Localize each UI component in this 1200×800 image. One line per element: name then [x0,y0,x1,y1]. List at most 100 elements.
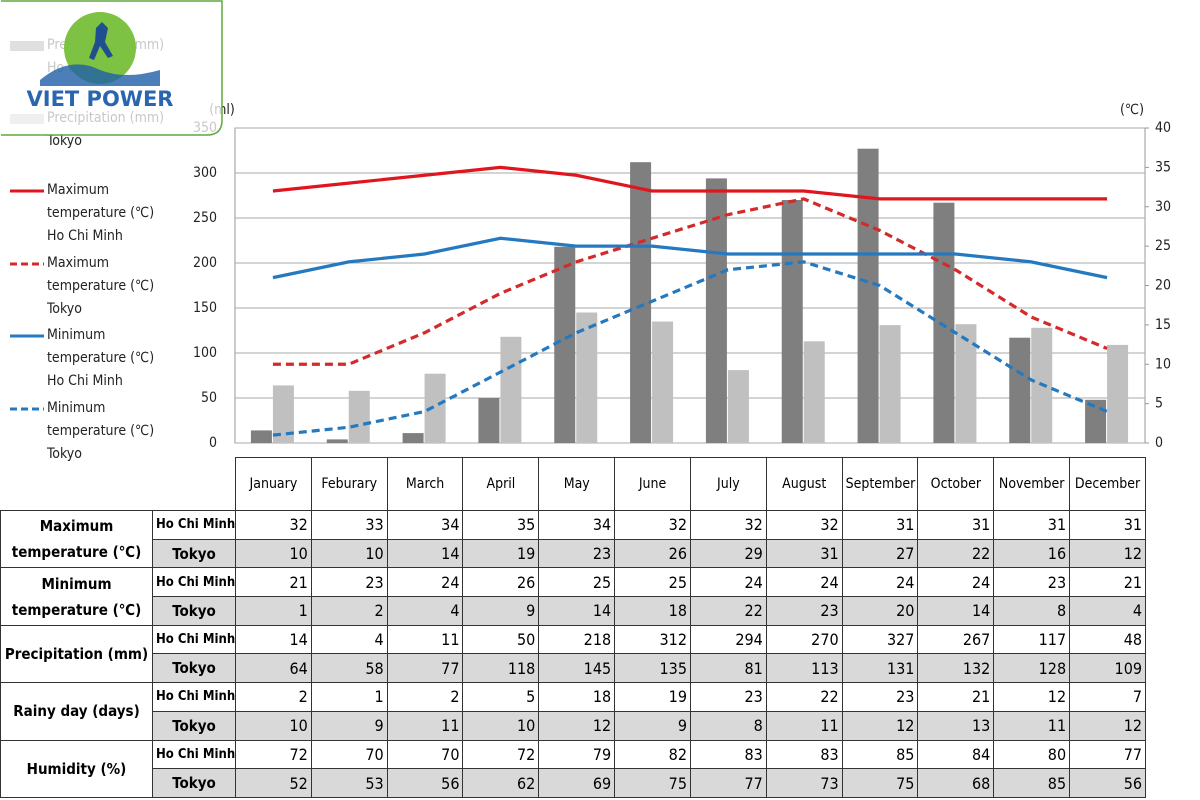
group-label: Maximum temperature (℃) [0,509,153,569]
value-cell: 218 [538,624,616,655]
value-cell: 10 [310,538,388,569]
y2-tick-label: 25 [1155,238,1171,254]
city-label: Ho Chi Minh [152,739,236,770]
bar [576,312,598,443]
y2-tick-label: 10 [1155,356,1171,372]
value-cell: 77 [689,768,767,798]
value-cell: 23 [993,567,1071,598]
logo: VIET POWER [1,0,223,136]
value-cell: 2 [235,682,312,712]
value-cell: 9 [614,710,691,741]
value-cell: 68 [917,768,995,798]
value-cell: 270 [765,624,843,655]
value-cell: 33 [310,510,388,540]
value-cell: 135 [614,653,691,684]
city-label: Tokyo [152,768,236,798]
legend-label: Maximum temperature (℃) Tokyo [47,254,155,317]
value-cell: 14 [386,538,464,569]
value-cell: 48 [1069,624,1146,655]
bar [500,336,522,443]
value-cell: 1 [310,682,388,712]
logo-figure [89,22,113,60]
value-cell: 10 [235,710,312,741]
value-cell: 56 [1069,768,1146,798]
value-cell: 50 [462,624,540,655]
value-cell: 23 [538,538,616,569]
value-cell: 26 [614,538,691,569]
month-header: August [765,457,843,511]
y2-tick-label: 30 [1155,199,1171,215]
y2-tick-label: 5 [1155,396,1163,412]
table-row: Precipitation (mm) Ho Chi Minh 14 4 11 50 218 3… [0,624,1146,684]
value-cell: 32 [765,510,843,540]
y2-tick-label: 20 [1155,278,1171,294]
value-cell: 24 [689,567,767,598]
value-cell: 58 [310,653,388,684]
value-cell: 21 [1069,567,1146,598]
value-cell: 1 [235,596,312,626]
line [272,197,1108,366]
month-header: January [235,457,312,511]
value-cell: 23 [765,596,843,626]
y2-tick-label: 0 [1155,435,1163,451]
y2-axis-label: (℃) [1120,102,1144,118]
value-cell: 73 [765,768,843,798]
value-cell: 11 [765,710,843,741]
value-cell: 29 [689,538,767,569]
y2-tick-label: 35 [1155,159,1171,175]
y2-tick-label: 15 [1155,317,1171,333]
value-cell: 32 [235,510,312,540]
blank-cell [0,457,236,511]
value-cell: 294 [689,624,767,655]
value-cell: 25 [614,567,691,598]
value-cell: 18 [614,596,691,626]
city-label: Tokyo [152,710,236,741]
group-label: Minimum temperature (℃) [0,567,153,626]
value-cell: 4 [310,624,388,655]
value-cell: 62 [462,768,540,798]
value-cell: 83 [689,739,767,770]
value-cell: 35 [462,510,540,540]
value-cell: 22 [917,538,995,569]
month-header: September [841,457,919,511]
value-cell: 64 [235,653,312,684]
month-header: November [993,457,1071,511]
group-label: Humidity (%) [0,739,153,798]
value-cell: 145 [538,653,616,684]
value-cell: 131 [841,653,919,684]
value-cell: 23 [689,682,767,712]
group-label: Precipitation (mm) [0,624,153,684]
city-label: Tokyo [152,538,236,569]
y-tick-label: 50 [201,390,217,406]
city-label: Ho Chi Minh [152,624,236,655]
legend-swatch [10,189,44,193]
bar [1107,344,1129,443]
month-header: December [1069,457,1146,511]
bar [933,202,955,443]
month-header: October [917,457,995,511]
bar [272,385,294,443]
line [272,236,1108,280]
bar [652,321,674,443]
y-tick-label: 250 [193,210,217,226]
value-cell: 13 [917,710,995,741]
value-cell: 21 [917,682,995,712]
value-cell: 267 [917,624,995,655]
value-cell: 75 [841,768,919,798]
value-cell: 109 [1069,653,1146,684]
city-label: Ho Chi Minh [152,567,236,598]
table-row: Tokyo 10 9 11 10 12 9 8 11 12 13 11 12 [1,710,1146,741]
value-cell: 113 [765,653,843,684]
month-header: Feburary [310,457,388,511]
logo-text: VIET POWER [27,87,174,111]
value-cell: 9 [462,596,540,626]
month-header: July [689,457,767,511]
value-cell: 16 [993,538,1071,569]
value-cell: 8 [689,710,767,741]
value-cell: 34 [538,510,616,540]
value-cell: 10 [235,538,312,569]
month-header: March [386,457,464,511]
value-cell: 128 [993,653,1071,684]
value-cell: 70 [386,739,464,770]
y-tick-label: 300 [193,165,217,181]
